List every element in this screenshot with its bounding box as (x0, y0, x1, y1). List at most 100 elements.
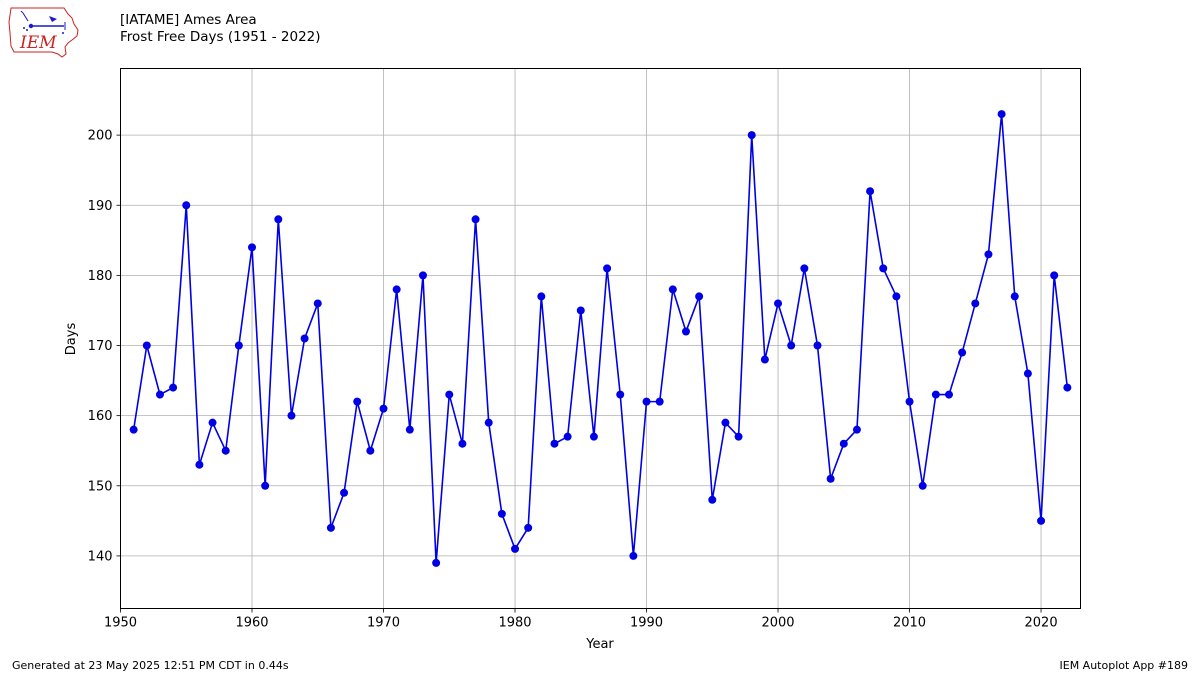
data-point (839, 439, 848, 448)
data-point (142, 341, 151, 350)
grid (120, 68, 1081, 609)
data-point (432, 558, 441, 567)
data-point (287, 411, 296, 420)
footer-app-id: IEM Autoplot App #189 (1059, 659, 1189, 672)
data-point (905, 397, 914, 406)
data-point (984, 250, 993, 259)
y-tick-label: 170 (88, 339, 113, 354)
data-point (655, 397, 664, 406)
data-point (813, 341, 822, 350)
data-point (879, 264, 888, 273)
data-point (918, 481, 927, 490)
data-point (603, 264, 612, 273)
x-axis-label: Year (585, 637, 614, 652)
data-point (774, 299, 783, 308)
data-point (721, 418, 730, 427)
data-points (129, 110, 1072, 567)
data-point (155, 390, 164, 399)
data-point (747, 131, 756, 140)
x-tick-label: 1970 (367, 616, 400, 631)
y-axis-label: Days (64, 323, 79, 356)
data-point (445, 390, 454, 399)
x-tick-label: 1950 (104, 616, 137, 631)
data-point (248, 243, 257, 252)
y-tick-label: 150 (88, 479, 113, 494)
data-point (1050, 271, 1059, 280)
data-point (563, 432, 572, 441)
data-point (379, 404, 388, 413)
data-point (550, 439, 559, 448)
plot-frame (120, 68, 1081, 609)
data-point (208, 418, 217, 427)
data-point (826, 474, 835, 483)
data-point (852, 425, 861, 434)
data-point (195, 460, 204, 469)
data-point (537, 292, 546, 301)
data-point (129, 425, 138, 434)
data-point (760, 355, 769, 364)
data-point (326, 523, 335, 532)
chart-title-station: [IATAME] Ames Area (120, 12, 257, 28)
data-point (471, 215, 480, 224)
x-tick-label: 2010 (893, 616, 926, 631)
y-tick-label: 160 (88, 409, 113, 424)
data-point (1010, 292, 1019, 301)
data-point (340, 488, 349, 497)
data-point (616, 390, 625, 399)
data-point (511, 544, 520, 553)
data-point (997, 110, 1006, 119)
data-point (274, 215, 283, 224)
y-tick-label: 190 (88, 199, 113, 214)
data-point (642, 397, 651, 406)
data-point (629, 551, 638, 560)
data-point (182, 201, 191, 210)
data-point (169, 383, 178, 392)
data-point (484, 418, 493, 427)
data-point (931, 390, 940, 399)
data-point (1023, 369, 1032, 378)
chart-title-metric: Frost Free Days (1951 - 2022) (120, 29, 321, 45)
x-tick-label: 1990 (630, 616, 663, 631)
x-tick-label: 2020 (1025, 616, 1058, 631)
data-point (366, 446, 375, 455)
y-tick-label: 180 (88, 269, 113, 284)
data-point (221, 446, 230, 455)
data-point (576, 306, 585, 315)
data-point (313, 299, 322, 308)
data-point (668, 285, 677, 294)
data-point (300, 334, 309, 343)
data-point (234, 341, 243, 350)
series-line (132, 114, 1069, 563)
data-point (497, 509, 506, 518)
data-point (524, 523, 533, 532)
data-point (787, 341, 796, 350)
iem-logo-text: IEM (19, 33, 57, 53)
data-point (892, 292, 901, 301)
data-point (958, 348, 967, 357)
data-point (589, 432, 598, 441)
y-tick-label: 140 (88, 549, 113, 564)
data-point (695, 292, 704, 301)
data-point (458, 439, 467, 448)
data-point (261, 481, 270, 490)
data-point (866, 187, 875, 196)
data-point (1037, 516, 1046, 525)
iem-logo: IEM (8, 7, 79, 58)
x-tick-label: 1960 (235, 616, 268, 631)
data-point (1063, 383, 1072, 392)
data-point (800, 264, 809, 273)
data-point (392, 285, 401, 294)
data-point (944, 390, 953, 399)
data-point (405, 425, 414, 434)
data-point (353, 397, 362, 406)
axis-ticks: 1950 1960 1970 1980 1990 2000 2010 2020 140 150 16… (88, 129, 1058, 631)
x-tick-label: 2000 (761, 616, 794, 631)
data-point (708, 495, 717, 504)
data-point (734, 432, 743, 441)
data-point (418, 271, 427, 280)
y-tick-label: 200 (88, 129, 113, 144)
data-point (681, 327, 690, 336)
data-point (971, 299, 980, 308)
x-tick-label: 1980 (498, 616, 531, 631)
